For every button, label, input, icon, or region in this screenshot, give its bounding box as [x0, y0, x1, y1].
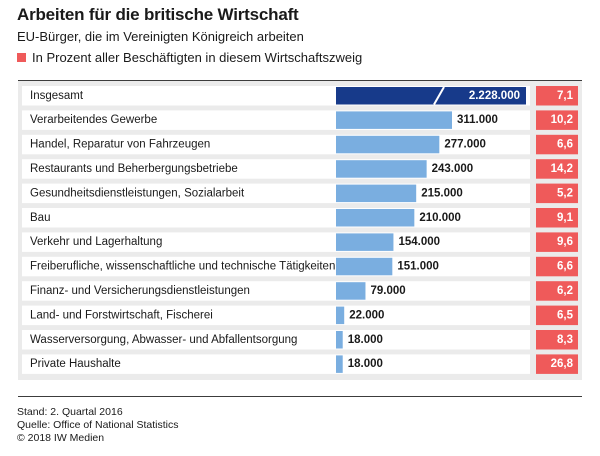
- category-label: Verarbeitendes Gewerbe: [30, 114, 157, 126]
- percent-box: [536, 232, 578, 252]
- category-label: Private Haushalte: [30, 358, 121, 370]
- top-divider: [18, 80, 582, 81]
- percent-label: 10,2: [551, 114, 573, 126]
- percent-box: [536, 354, 578, 374]
- bar: [336, 355, 343, 373]
- bar: [336, 257, 393, 276]
- value-label: 210.000: [419, 212, 461, 224]
- bar-total: [336, 87, 526, 105]
- value-label: 215.000: [421, 187, 463, 199]
- footer: Stand: 2. Quartal 2016 Quelle: Office of…: [17, 406, 178, 445]
- percent-box: [536, 183, 578, 204]
- row-bg: [22, 232, 530, 252]
- percent-box: [536, 281, 578, 301]
- value-label: 18.000: [348, 358, 383, 370]
- percent-label: 6,6: [557, 261, 573, 273]
- percent-box: [536, 330, 578, 350]
- category-label: Verkehr und Lagerhaltung: [30, 236, 162, 248]
- category-label: Freiberufliche, wissenschaftliche und te…: [30, 261, 335, 273]
- value-label: 79.000: [370, 285, 405, 297]
- chart-panel: Insgesamt 2.228.000 7,1 Verarbeitendes Gewe…: [18, 80, 582, 380]
- value-label: 243.000: [432, 163, 474, 175]
- legend-swatch: [17, 53, 26, 62]
- percent-label: 26,8: [551, 358, 574, 370]
- percent-label: 6,6: [557, 139, 573, 151]
- percent-box: [536, 305, 578, 326]
- footer-source: Quelle: Office of National Statistics: [17, 419, 179, 431]
- legend-label: In Prozent aller Beschäftigten in diesem…: [32, 50, 363, 65]
- value-label: 151.000: [397, 261, 439, 273]
- category-label: Bau: [30, 212, 50, 224]
- percent-box: [536, 159, 578, 179]
- footer-copyright: © 2018 IW Medien: [17, 432, 105, 444]
- category-label: Restaurants und Beherbergungsbetriebe: [30, 163, 238, 175]
- footer-stand: Stand: 2. Quartal 2016: [17, 406, 123, 418]
- row-bg: [22, 305, 530, 326]
- category-label: Wasserversorgung, Abwasser- und Abfallen…: [30, 334, 297, 346]
- percent-label: 9,1: [557, 212, 574, 224]
- row-bg: [22, 281, 530, 301]
- bar: [336, 233, 394, 251]
- percent-box: [536, 208, 578, 228]
- bar: [336, 331, 343, 349]
- percent-box: [536, 86, 578, 106]
- percent-label: 14,2: [551, 163, 573, 175]
- bar: [336, 282, 366, 300]
- bar: [336, 111, 452, 129]
- row-bg: [22, 256, 530, 277]
- row-bg: [22, 354, 530, 374]
- percent-box: [536, 110, 578, 130]
- value-label: 18.000: [348, 334, 383, 346]
- category-label: Finanz- und Versicherungsdienstleistunge…: [30, 285, 250, 297]
- percent-label: 6,5: [557, 309, 574, 321]
- bar: [336, 160, 427, 178]
- bar: [336, 306, 345, 325]
- category-label: Gesundheitsdienstleistungen, Sozialarbei…: [30, 187, 245, 199]
- bar: [336, 135, 440, 154]
- percent-label: 9,6: [557, 236, 573, 248]
- legend: In Prozent aller Beschäftigten in diesem…: [17, 50, 362, 65]
- value-label: 311.000: [457, 114, 498, 126]
- category-label: Insgesamt: [30, 90, 84, 102]
- percent-label: 8,3: [557, 334, 573, 346]
- chart-subtitle: EU-Bürger, die im Vereinigten Königreich…: [17, 29, 304, 44]
- value-label: 2.228.000: [469, 90, 520, 102]
- percent-label: 7,1: [557, 90, 574, 102]
- percent-label: 6,2: [557, 285, 573, 297]
- chart-title: Arbeiten für die britische Wirtschaft: [17, 5, 299, 24]
- bar: [336, 209, 415, 227]
- category-label: Land- und Forstwirtschaft, Fischerei: [30, 309, 213, 321]
- value-label: 154.000: [398, 236, 440, 248]
- bar-chart: Insgesamt 2.228.000 7,1 Verarbeitendes Gewe…: [22, 86, 578, 374]
- percent-label: 5,2: [557, 187, 573, 199]
- axis-break-mark: [433, 86, 445, 105]
- row-bg: [22, 330, 530, 350]
- bottom-divider: [18, 396, 582, 397]
- percent-box: [536, 256, 578, 277]
- bar: [336, 184, 417, 203]
- value-label: 22.000: [349, 309, 384, 321]
- value-label: 277.000: [444, 139, 486, 151]
- category-label: Handel, Reparatur von Fahrzeugen: [30, 139, 210, 151]
- percent-box: [536, 134, 578, 155]
